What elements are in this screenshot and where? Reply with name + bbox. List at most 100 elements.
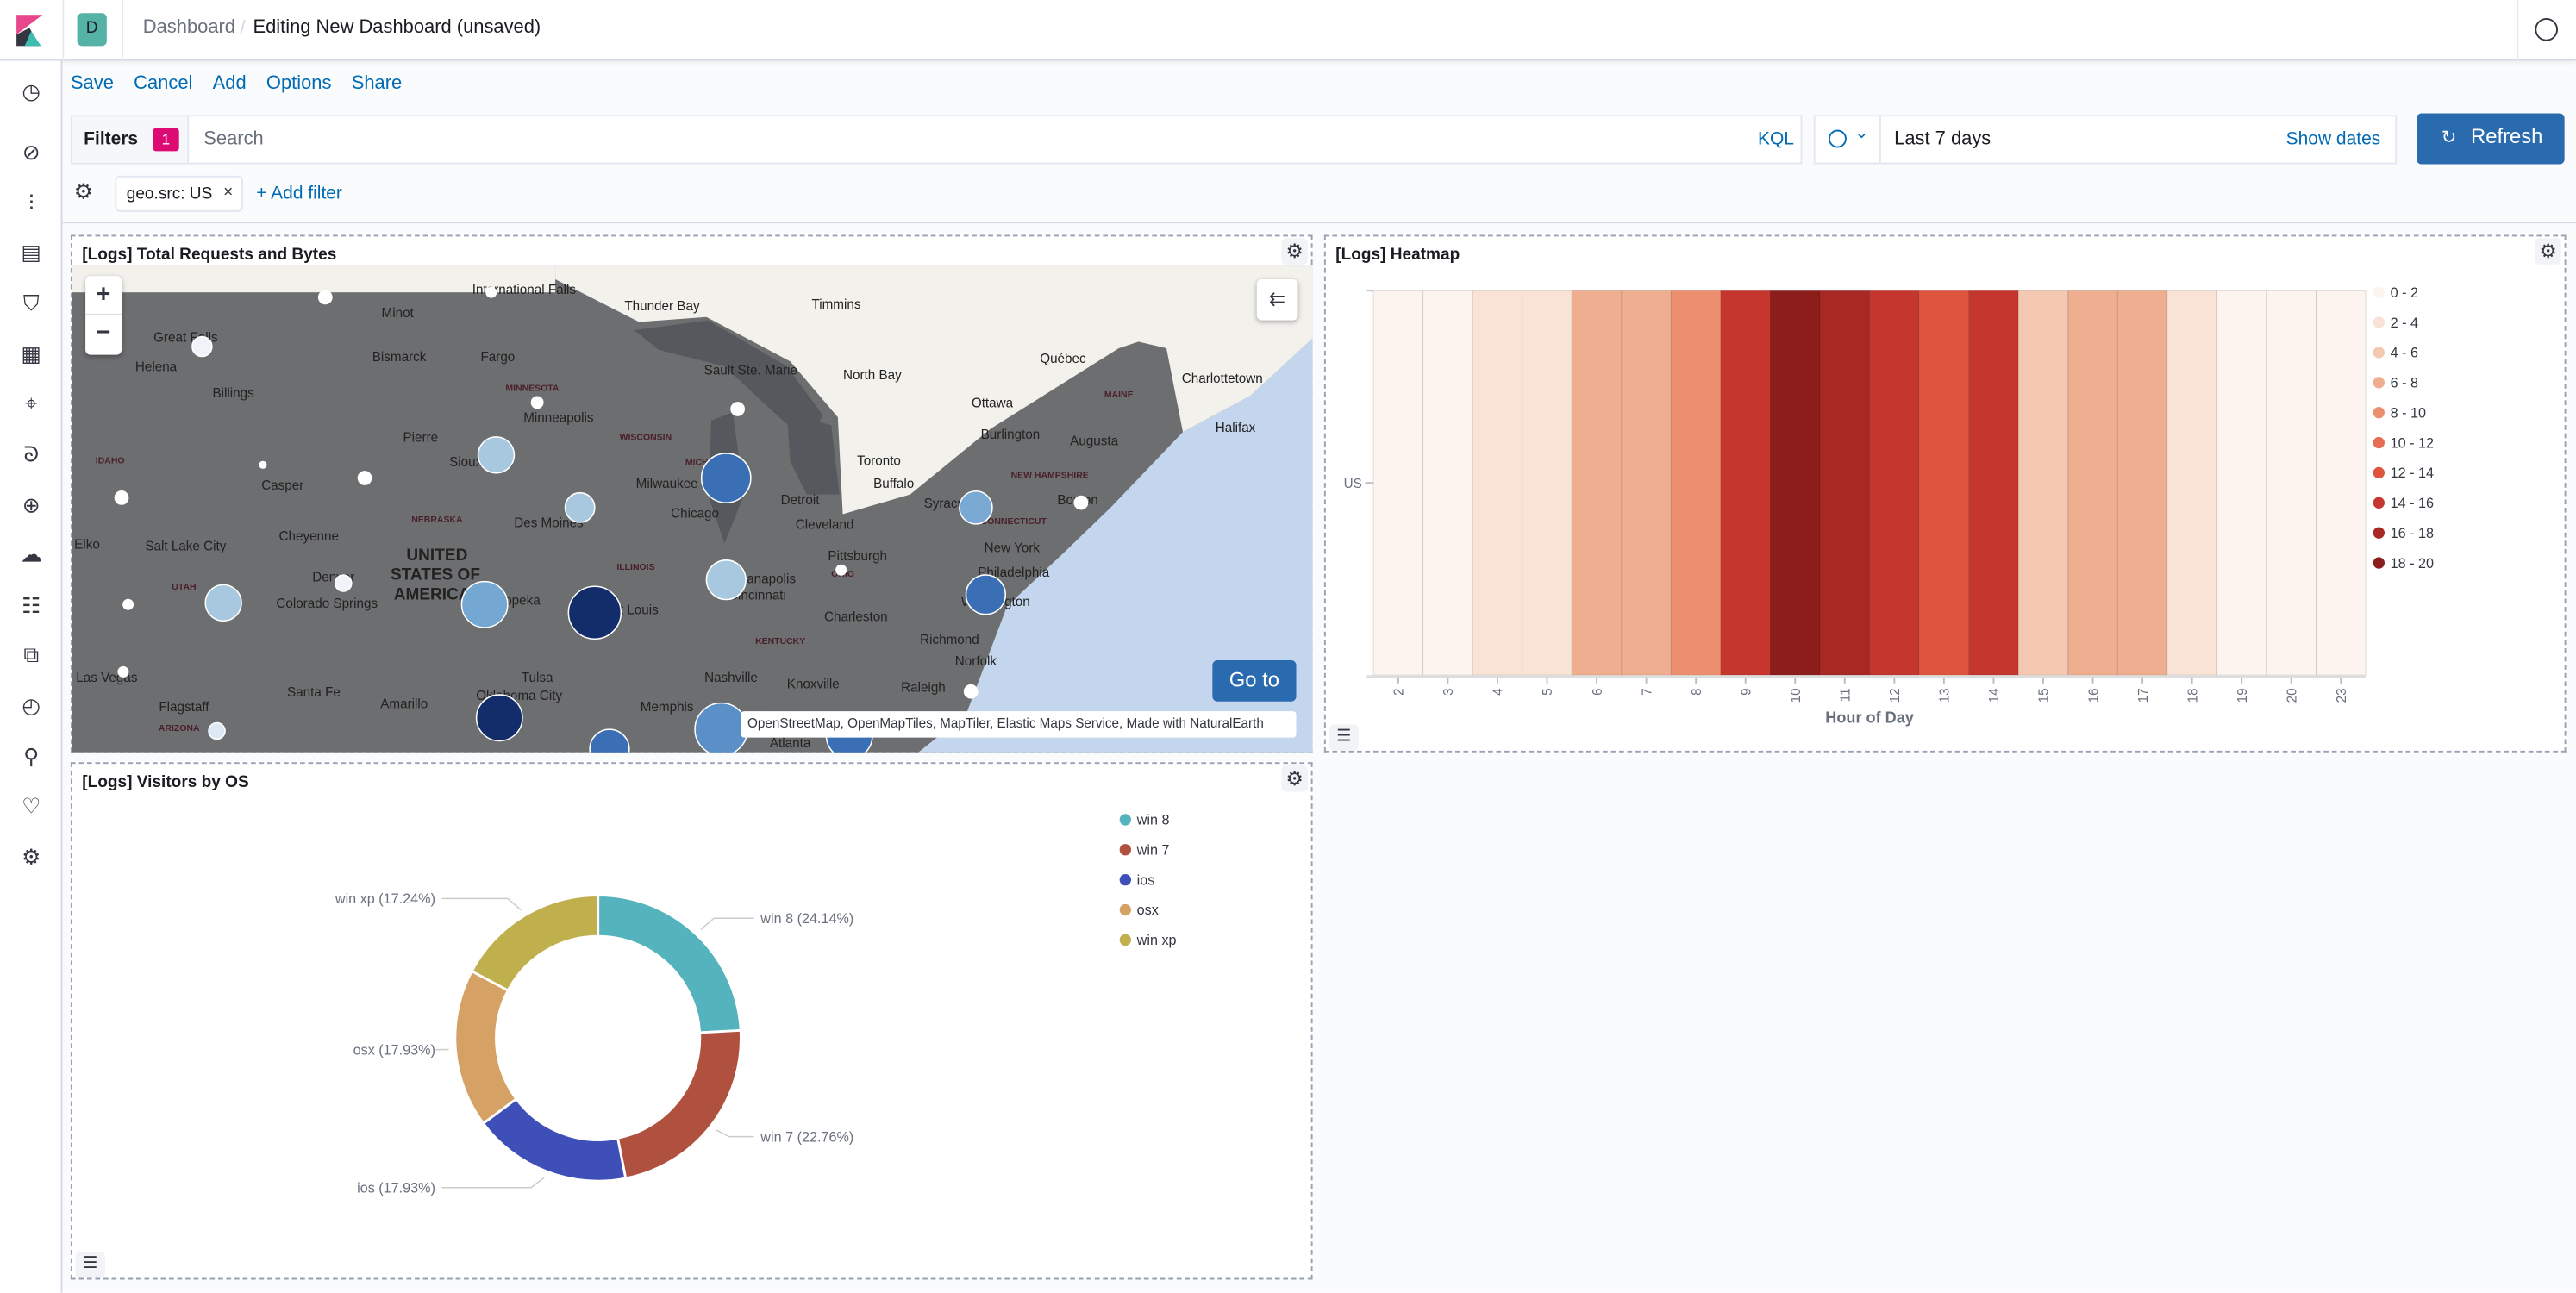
map-data-point xyxy=(475,694,523,742)
pie-label-leader xyxy=(441,897,522,911)
x-tick-label: 19 xyxy=(2235,688,2250,703)
map-label: North Bay xyxy=(843,368,902,383)
map-data-point xyxy=(357,471,372,485)
panel-options-gear-icon[interactable]: ⚙ xyxy=(1281,765,1308,792)
x-tick-label: 16 xyxy=(2086,688,2101,703)
x-tick-label: 18 xyxy=(2185,688,2200,703)
share-button[interactable]: Share xyxy=(351,73,403,94)
map-label: Minneapolis xyxy=(523,411,594,426)
map-data-point xyxy=(694,702,748,753)
zoom-out-button[interactable]: − xyxy=(96,318,111,347)
visualize-icon[interactable]: ▤ xyxy=(21,241,41,266)
recently-viewed-icon[interactable]: ◷ xyxy=(22,80,41,105)
map-data-point xyxy=(204,584,242,622)
dev-tools-icon[interactable]: ⚲ xyxy=(23,746,40,771)
heatmap-cell xyxy=(2266,290,2317,676)
legend-toggle-icon[interactable]: ☰ xyxy=(75,1252,105,1278)
canvas-icon[interactable]: ▦ xyxy=(21,343,41,368)
legend-toggle-icon[interactable]: ☰ xyxy=(1329,724,1359,751)
logs-icon[interactable]: ☁ xyxy=(20,543,42,569)
add-filter-link[interactable]: + Add filter xyxy=(256,184,342,204)
refresh-label: Refresh xyxy=(2471,124,2543,148)
legend-label: ios xyxy=(1137,872,1155,888)
filter-pill-label: geo.src: US xyxy=(126,185,213,204)
x-tick-label: 20 xyxy=(2285,688,2299,703)
map-data-point xyxy=(567,585,622,640)
heatmap-cell xyxy=(1621,290,1672,676)
dashboard-icon[interactable]: ⛉ xyxy=(22,292,40,317)
legend-swatch xyxy=(2373,466,2385,479)
maps-icon[interactable]: ⌖ xyxy=(25,392,38,418)
refresh-button[interactable]: ↻ Refresh xyxy=(2417,113,2565,165)
uptime-icon[interactable]: ⧉ xyxy=(23,643,40,669)
map-data-point xyxy=(477,436,516,474)
panel-title: [Logs] Total Requests and Bytes xyxy=(82,246,337,265)
go-to-button[interactable]: Go to xyxy=(1212,660,1297,702)
cancel-button[interactable]: Cancel xyxy=(134,73,193,94)
siem-icon[interactable]: ◴ xyxy=(22,695,41,720)
heatmap-cell xyxy=(2316,290,2367,676)
help-icon[interactable] xyxy=(2535,17,2559,41)
map-label: Norfolk xyxy=(955,654,997,669)
legend-label: 16 - 18 xyxy=(2391,526,2434,541)
panel-title: [Logs] Heatmap xyxy=(1335,246,1460,265)
ml-icon[interactable]: ᘐ xyxy=(23,443,39,469)
heatmap-cell xyxy=(2017,290,2069,676)
remove-filter-icon[interactable]: × xyxy=(223,184,234,203)
map-label: STATES OF xyxy=(391,566,480,584)
map-data-point xyxy=(835,564,847,576)
map-data-point xyxy=(963,684,979,699)
panel-options-gear-icon[interactable]: ⚙ xyxy=(2535,238,2561,265)
quick-select-button[interactable]: ⌄ xyxy=(1816,116,1881,163)
management-icon[interactable]: ⚙ xyxy=(22,846,41,871)
filter-settings-gear-icon[interactable]: ⚙ xyxy=(73,180,93,206)
x-tick-label: 2 xyxy=(1392,688,1407,695)
discover-icon[interactable]: ⫶ xyxy=(28,191,34,217)
breadcrumb-dashboard[interactable]: Dashboard xyxy=(142,17,236,38)
map-label: Buffalo xyxy=(873,477,914,491)
map-label: Burlington xyxy=(981,428,1041,442)
kql-toggle[interactable]: KQL xyxy=(1757,129,1794,150)
x-axis-title: Hour of Day xyxy=(1825,709,1914,726)
legend-swatch xyxy=(1119,844,1132,856)
map-data-point xyxy=(317,290,333,305)
pie-label-leader xyxy=(441,1177,545,1189)
search-input[interactable]: Search xyxy=(203,129,264,150)
chevron-down-icon: ⌄ xyxy=(1854,124,1869,143)
filter-pill[interactable]: geo.src: US × xyxy=(115,175,244,212)
save-button[interactable]: Save xyxy=(70,73,114,94)
heatmap-cell xyxy=(1968,290,2019,676)
pie-slice xyxy=(453,969,518,1126)
show-dates-link[interactable]: Show dates xyxy=(2285,129,2381,150)
map-label: Bismarck xyxy=(372,350,427,365)
filters-button[interactable]: Filters 1 xyxy=(72,116,190,163)
space-avatar[interactable]: D xyxy=(77,13,107,47)
map-label: Timmins xyxy=(811,297,860,312)
x-tick-label: 17 xyxy=(2136,688,2151,703)
panel-options-gear-icon[interactable]: ⚙ xyxy=(1281,238,1308,265)
ocean xyxy=(918,338,1313,753)
map-label: AMERICA xyxy=(394,586,471,604)
infrastructure-icon[interactable]: ⊕ xyxy=(22,494,41,520)
clock-icon[interactable]: ⊘ xyxy=(22,141,41,166)
options-button[interactable]: Options xyxy=(266,73,332,94)
map-label: Nashville xyxy=(704,671,758,685)
pie-slice xyxy=(470,894,600,992)
stack-monitoring-icon[interactable]: ♡ xyxy=(22,795,41,820)
apm-icon[interactable]: ☷ xyxy=(22,594,41,620)
map-label: Tulsa xyxy=(522,671,553,685)
pie-panel: [Logs] Visitors by OS ⚙ win 8 (24.14%) wi… xyxy=(70,762,1313,1280)
map-data-point xyxy=(700,453,752,503)
legend-swatch xyxy=(2373,286,2385,298)
map-label: MINNESOTA xyxy=(505,384,559,394)
zoom-in-button[interactable]: + xyxy=(85,276,122,315)
add-button[interactable]: Add xyxy=(212,73,247,94)
layer-control-button[interactable]: ⇇ xyxy=(1256,278,1298,321)
kibana-logo-icon[interactable] xyxy=(16,15,43,47)
heatmap-cell xyxy=(1670,290,1722,676)
map-label: Billings xyxy=(212,386,254,401)
legend-label: osx xyxy=(1137,903,1159,918)
time-range[interactable]: Last 7 days xyxy=(1894,129,1991,150)
map-label: Pittsburgh xyxy=(828,549,887,564)
map-canvas[interactable]: International Falls Thunder Bay Timmins Min… xyxy=(72,265,1313,753)
